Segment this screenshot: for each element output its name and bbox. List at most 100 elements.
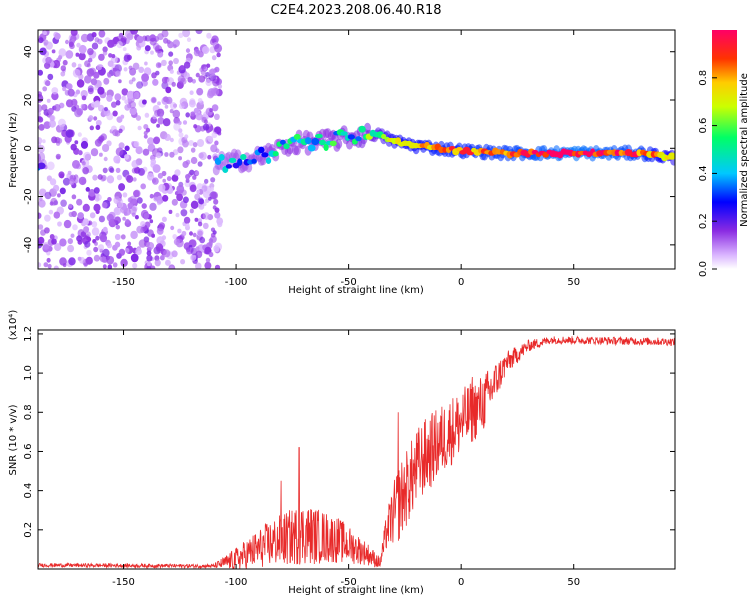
noise-blob <box>81 95 87 101</box>
noise-blob <box>98 104 104 112</box>
noise-blob <box>212 205 217 210</box>
noise-blob <box>208 241 213 247</box>
ridge-core <box>315 133 323 139</box>
noise-blob <box>120 36 127 43</box>
noise-blob <box>58 48 67 57</box>
noise-blob <box>38 124 45 131</box>
noise-blob <box>164 152 169 157</box>
noise-blob <box>169 151 175 158</box>
ridge-halo <box>234 149 242 160</box>
y-tick-label: 20 <box>23 94 34 107</box>
noise-blob <box>38 224 44 230</box>
noise-blob <box>80 140 89 149</box>
noise-blob <box>106 175 115 184</box>
noise-blob <box>182 120 188 125</box>
noise-blob <box>38 104 43 113</box>
noise-blob <box>91 227 100 236</box>
noise-blob <box>122 47 127 52</box>
noise-blob <box>116 41 123 49</box>
noise-blob <box>47 107 54 115</box>
noise-blob <box>118 128 123 134</box>
noise-blob <box>182 30 191 38</box>
noise-blob <box>196 139 205 147</box>
noise-blob <box>118 79 122 84</box>
noise-blob <box>41 104 48 111</box>
noise-blob <box>98 135 105 142</box>
noise-blob <box>168 209 173 214</box>
noise-blob <box>51 87 59 95</box>
noise-blob <box>202 123 210 131</box>
snr-series-line <box>38 335 675 569</box>
noise-blob <box>115 147 124 156</box>
noise-blob <box>175 212 180 218</box>
noise-blob <box>118 248 126 256</box>
noise-blob <box>142 148 150 156</box>
noise-blob <box>161 235 167 241</box>
noise-blob <box>121 88 129 96</box>
noise-blob <box>188 140 194 146</box>
noise-blob <box>146 265 152 269</box>
snr-y-multiplier: (x10⁴) <box>8 310 19 341</box>
noise-blob <box>102 46 108 53</box>
noise-blob <box>193 48 201 57</box>
noise-blob <box>114 93 122 101</box>
noise-blob <box>129 101 136 109</box>
noise-blob <box>49 178 57 186</box>
noise-blob <box>94 37 100 43</box>
noise-blob <box>211 87 219 96</box>
noise-blob <box>200 69 206 76</box>
noise-blob <box>187 76 193 83</box>
noise-blob <box>94 196 100 202</box>
noise-blob <box>120 258 128 267</box>
noise-blob <box>72 224 78 231</box>
noise-blob <box>112 129 119 137</box>
noise-blob <box>71 62 77 68</box>
noise-blob <box>196 189 200 194</box>
noise-blob <box>136 197 143 204</box>
noise-blob <box>77 212 84 220</box>
noise-blob <box>181 230 187 237</box>
noise-blob <box>68 203 73 209</box>
x-tick-label: -150 <box>112 277 135 288</box>
noise-blob <box>80 33 89 43</box>
noise-blob <box>203 119 208 124</box>
noise-blob <box>156 123 161 128</box>
ridge-core <box>381 133 387 140</box>
noise-blob <box>147 172 155 181</box>
ridge-core <box>240 154 247 160</box>
noise-blob <box>199 236 206 244</box>
noise-blob <box>178 156 183 161</box>
noise-blob <box>114 233 121 241</box>
noise-blob <box>135 146 143 155</box>
spectrogram-y-label: Frequency (Hz) <box>8 112 19 188</box>
noise-blob <box>63 219 72 229</box>
x-tick-label: -50 <box>340 277 356 288</box>
noise-blob <box>134 215 139 220</box>
noise-blob <box>198 198 205 205</box>
noise-blob <box>113 196 121 205</box>
noise-blob <box>163 249 171 258</box>
noise-blob <box>57 221 62 227</box>
noise-blob <box>39 197 43 202</box>
noise-blob <box>49 234 55 240</box>
noise-blob <box>97 174 103 180</box>
ridge-core <box>355 136 362 142</box>
noise-blob <box>59 126 64 131</box>
ridge-core <box>251 158 257 164</box>
noise-blob <box>197 230 203 236</box>
noise-blob <box>113 155 121 164</box>
noise-blob <box>69 179 75 185</box>
noise-blob <box>143 67 152 76</box>
ridge-core <box>272 151 279 157</box>
noise-blob <box>70 143 77 151</box>
colorbar: 0.0 0.2 0.4 0.6 0.8 Normalized spectral ampl… <box>698 30 750 277</box>
colorbar-tick-label: 0.4 <box>698 165 709 181</box>
noise-blob <box>112 67 117 72</box>
noise-blob <box>127 197 133 203</box>
noise-blob <box>144 45 151 52</box>
ridge-core <box>218 154 225 161</box>
noise-blob <box>195 112 203 121</box>
noise-blob <box>98 30 106 38</box>
noise-blob <box>109 167 115 173</box>
